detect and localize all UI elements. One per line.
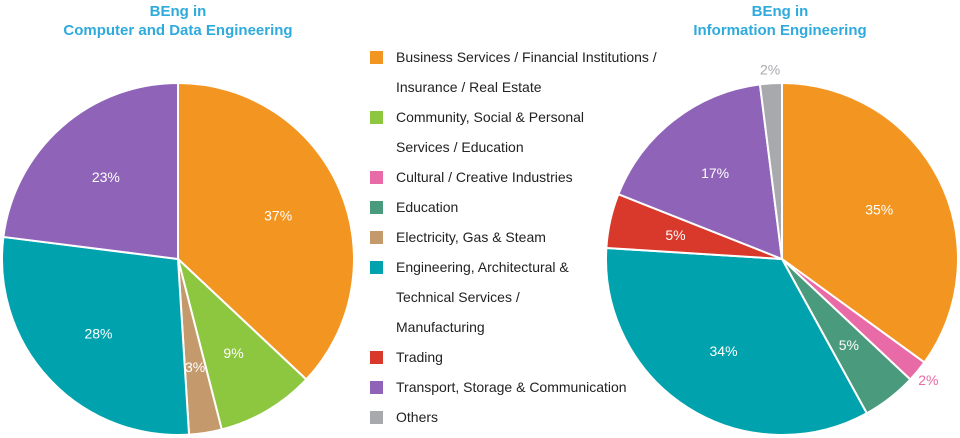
legend-swatch (370, 171, 383, 184)
chart-legend: Business Services / Financial Institutio… (370, 42, 700, 432)
pie-slice (176, 255, 308, 431)
legend-item: Cultural / Creative Industries (370, 162, 700, 192)
legend-label: Engineering, Architectural & (396, 259, 569, 275)
legend-label: Services / Education (396, 139, 524, 155)
legend-label: Insurance / Real Estate (396, 79, 542, 95)
legend-label: Manufacturing (396, 319, 485, 335)
slice-data-label: 2% (918, 372, 938, 388)
slice-data-label: 37% (264, 208, 292, 224)
pie-slice (617, 83, 784, 261)
slice-data-label: 5% (665, 227, 685, 243)
legend-item: Electricity, Gas & Steam (370, 222, 700, 252)
legend-label: Others (396, 409, 439, 425)
legend-swatch (370, 261, 383, 274)
legend-label: Education (396, 199, 459, 215)
chart-title-computer-data-engineering: BEng in Computer and Data Engineering (28, 2, 328, 40)
slice-data-label: 3% (185, 359, 205, 375)
chart-title-line: BEng in (751, 3, 809, 20)
pie-slice (781, 81, 959, 364)
chart-title-line: Computer and Data Engineering (63, 22, 293, 39)
pie-slice (1, 235, 191, 436)
legend-label: Trading (396, 349, 443, 365)
slice-data-label: 35% (865, 201, 893, 217)
legend-swatch (370, 201, 383, 214)
legend-item: Business Services / Financial Institutio… (370, 42, 700, 102)
legend-item: Trading (370, 342, 700, 372)
slice-data-label: 28% (84, 326, 112, 342)
legend-swatch (370, 411, 383, 424)
legend-label: Cultural / Creative Industries (396, 169, 573, 185)
pie-slice (2, 81, 179, 261)
slice-data-label: 5% (839, 337, 859, 353)
pie-slice (177, 81, 355, 381)
legend-swatch (370, 51, 383, 64)
legend-swatch (370, 351, 383, 364)
chart-title-line: Information Engineering (693, 22, 867, 39)
legend-label: Transport, Storage & Communication (396, 379, 627, 395)
legend-item: Transport, Storage & Communication (370, 372, 700, 402)
pie-slice (758, 81, 783, 260)
legend-swatch (370, 381, 383, 394)
legend-item: Others (370, 402, 700, 432)
legend-swatch (370, 111, 383, 124)
legend-swatch (370, 231, 383, 244)
legend-item: Engineering, Architectural & Technical Se… (370, 252, 700, 342)
legend-label: Community, Social & Personal (396, 109, 585, 125)
slice-data-label: 17% (701, 165, 729, 181)
chart-title-line: BEng in (149, 3, 207, 20)
legend-item: Community, Social & Personal Services / E… (370, 102, 700, 162)
slice-data-label: 9% (223, 345, 243, 361)
legend-label: Technical Services / (396, 289, 520, 305)
slice-data-label: 23% (92, 169, 120, 185)
pie-slice (605, 246, 869, 436)
chart-title-information-engineering: BEng in Information Engineering (630, 2, 930, 40)
legend-label: Electricity, Gas & Steam (396, 229, 546, 245)
legend-label: Business Services / Financial Institutio… (396, 49, 657, 65)
legend-item: Education (370, 192, 700, 222)
slice-data-label: 2% (760, 61, 780, 77)
slice-data-label: 34% (710, 343, 738, 359)
